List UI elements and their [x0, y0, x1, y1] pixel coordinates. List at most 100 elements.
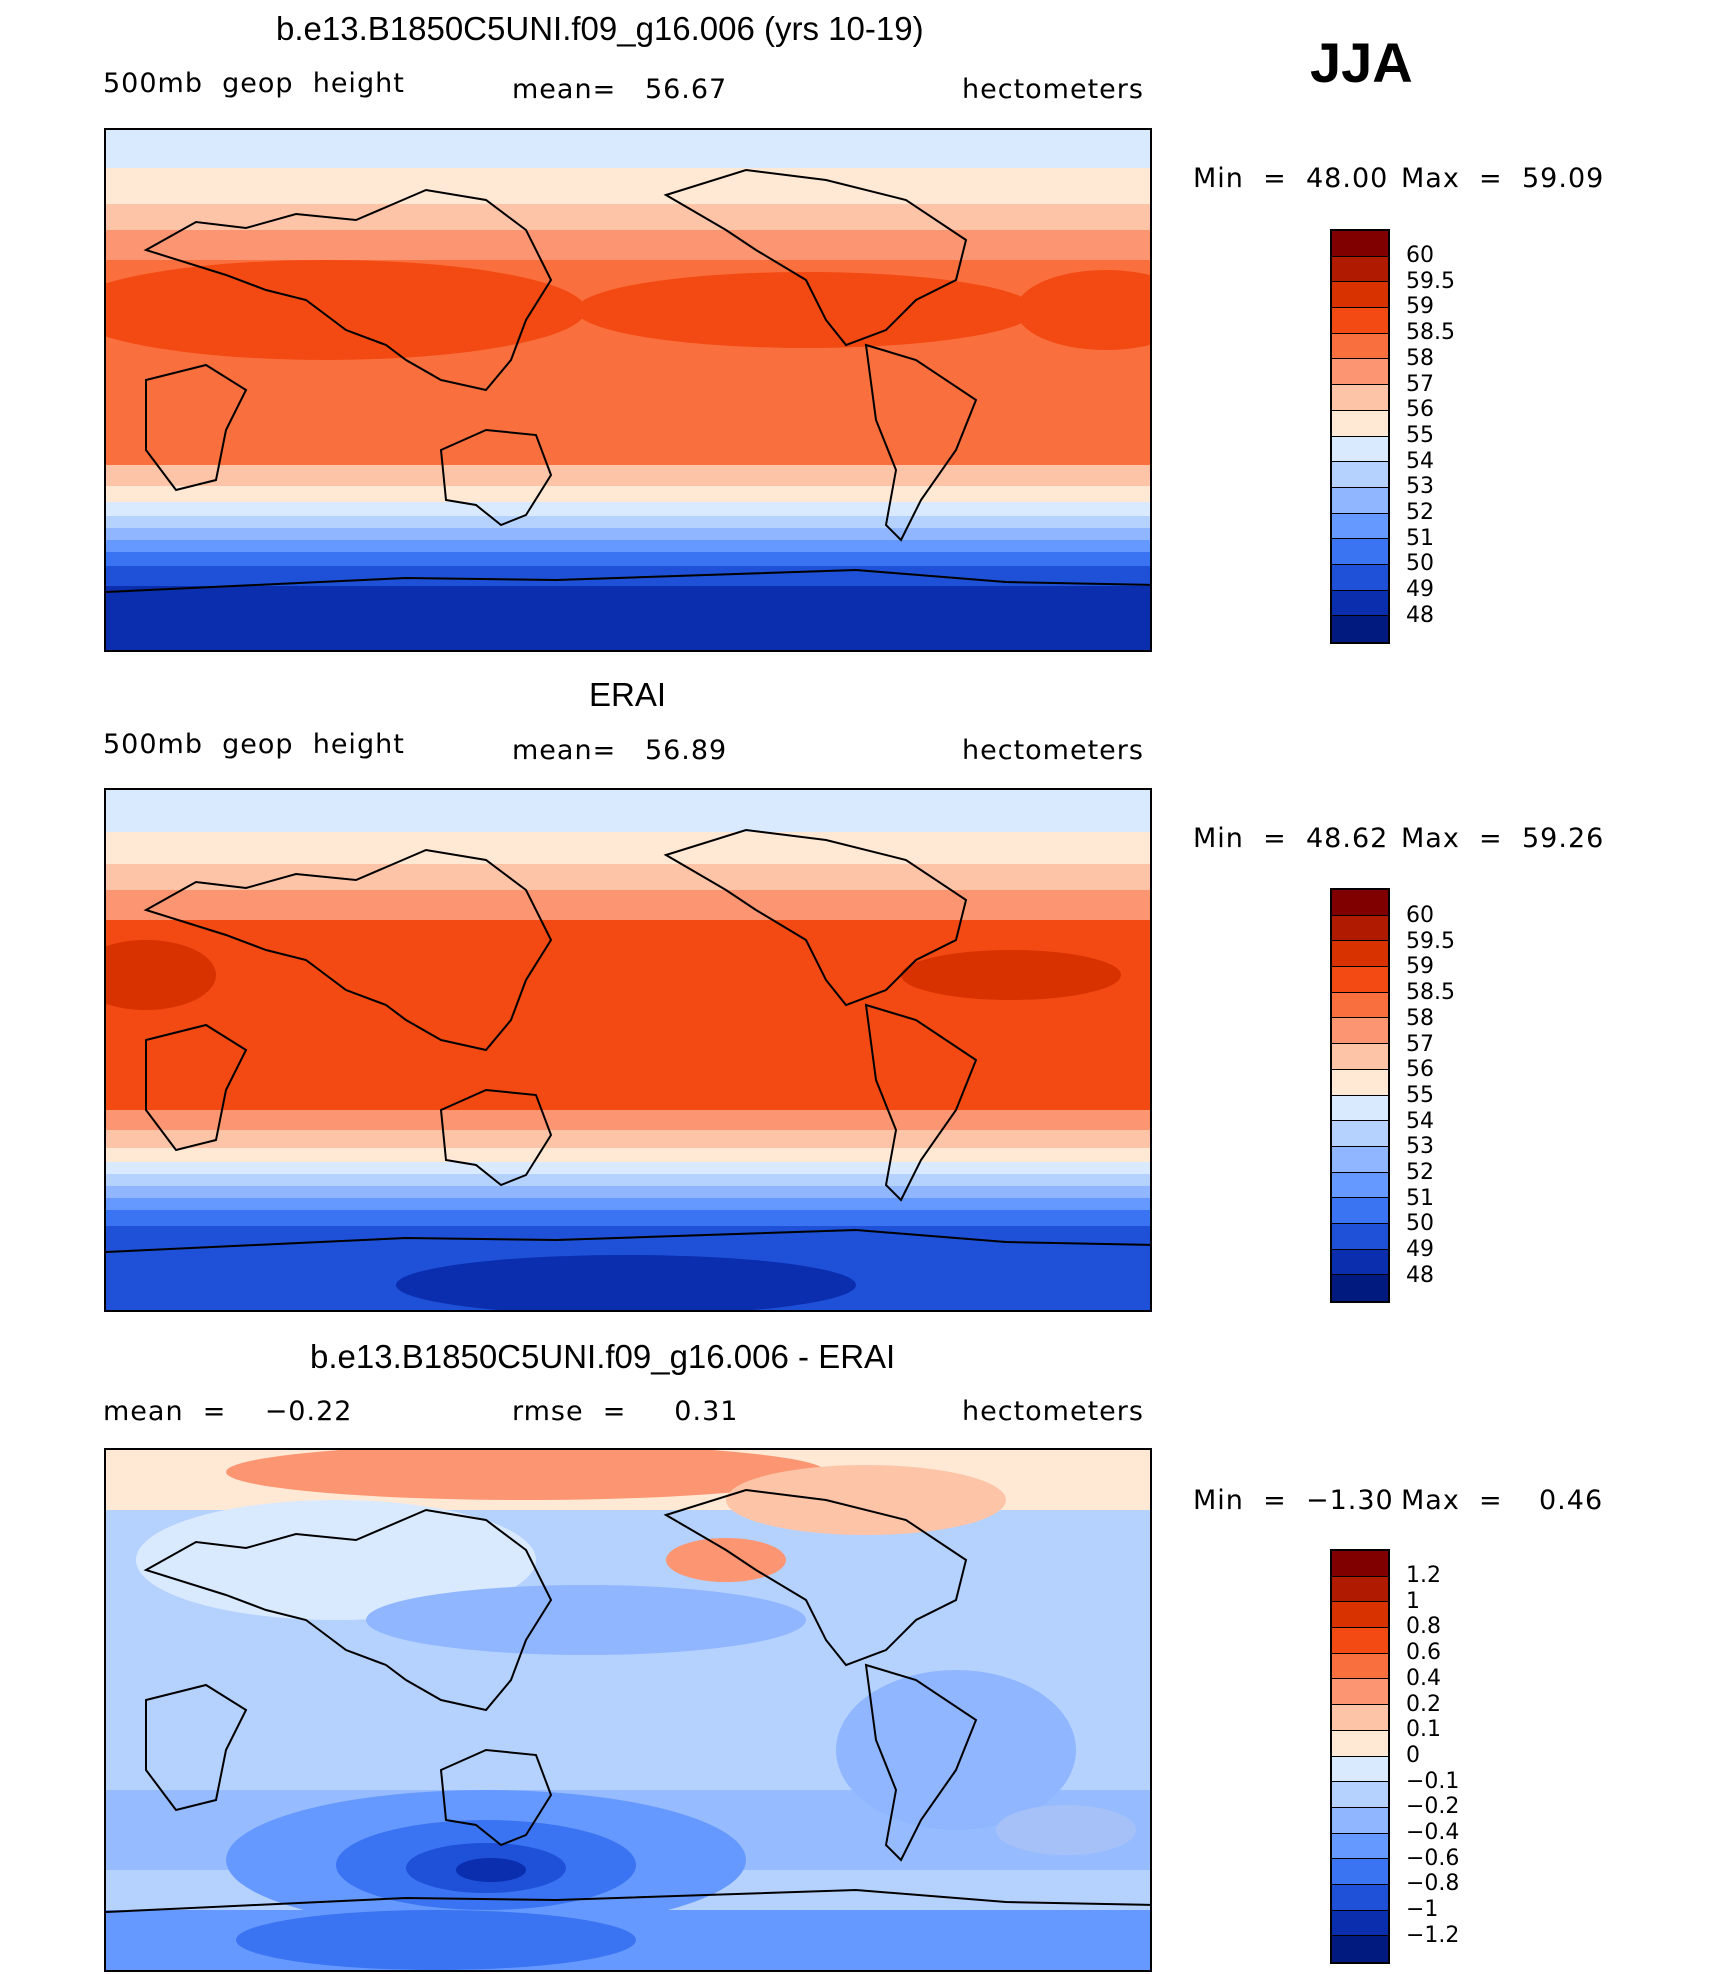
panel3-map	[104, 1448, 1152, 1972]
colorbar-tick-label: 55	[1406, 1082, 1434, 1108]
panel1-coast-antarctica	[106, 568, 1150, 593]
colorbar-tick-label: 53	[1406, 474, 1434, 500]
colorbar-tick-label: −0.4	[1406, 1820, 1460, 1845]
colorbar-tick-label: −0.1	[1406, 1768, 1460, 1794]
colorbar-tick-label: 52	[1406, 1160, 1434, 1185]
colorbar-tick-label: 51	[1406, 525, 1434, 551]
panel2-min-value: 48.62	[1306, 823, 1389, 854]
colorbar-tick-label: −0.8	[1406, 1871, 1460, 1897]
colorbar-swatch	[1332, 915, 1388, 942]
colorbar-tick-label: 58.5	[1406, 980, 1455, 1006]
colorbar-tick-label: −0.2	[1406, 1794, 1460, 1820]
panel2-band-s1	[106, 1130, 1150, 1152]
panel1-coast-africa	[145, 363, 248, 492]
colorbar-swatch	[1332, 992, 1388, 1019]
panel1-map	[104, 128, 1152, 652]
panel2-high-africa	[106, 940, 216, 1010]
colorbar-swatch	[1332, 1679, 1388, 1706]
colorbar-tick-label: 57	[1406, 371, 1434, 397]
colorbar-swatch	[1332, 1551, 1388, 1577]
colorbar-tick-label: 51	[1406, 1185, 1434, 1211]
colorbar-swatch	[1332, 282, 1388, 309]
panel1-band-s7	[106, 552, 1150, 568]
colorbar-swatch	[1332, 1275, 1388, 1301]
colorbar-swatch	[1332, 1044, 1388, 1070]
colorbar-swatch	[1332, 1095, 1388, 1122]
panel2-coast-eurasia	[143, 848, 553, 1052]
panel1-high-pacific	[576, 272, 1036, 348]
panel1-high-africa	[106, 260, 586, 360]
colorbar-swatch	[1332, 1576, 1388, 1603]
colorbar-tick-label: 55	[1406, 422, 1434, 448]
panel3-min-value: −1.30	[1306, 1485, 1394, 1516]
panel1-units-label: hectometers	[962, 74, 1144, 105]
panel2-coast-africa	[145, 1023, 248, 1152]
colorbar-tick-label: −1.2	[1406, 1922, 1460, 1948]
panel1-coast-eurasia	[143, 188, 553, 392]
colorbar-tick-label: 48	[1406, 1262, 1434, 1288]
panel1-band-s9	[106, 586, 1150, 650]
colorbar-swatch	[1332, 385, 1388, 411]
panel2-units-label: hectometers	[962, 735, 1144, 766]
panel1-map-svg	[106, 130, 1150, 650]
panel3-colorbar	[1330, 1549, 1390, 1965]
panel2-mean-label: mean= 56.89	[512, 735, 728, 766]
colorbar-tick-label: 52	[1406, 500, 1434, 525]
colorbar-tick-label: 49	[1406, 577, 1434, 603]
panel3-pos-pacific	[666, 1538, 786, 1582]
colorbar-tick-label: 59	[1406, 294, 1434, 320]
panel2-band-n3	[106, 890, 1150, 920]
colorbar-swatch	[1332, 1249, 1388, 1276]
panel3-neg-pacific	[366, 1585, 806, 1655]
panel3-max-value: 0.46	[1539, 1485, 1604, 1516]
panel2-band-polar-n	[106, 790, 1150, 835]
colorbar-tick-label: 58	[1406, 345, 1434, 371]
panel3-title: b.e13.B1850C5UNI.f09_g16.006 - ERAI	[310, 1338, 896, 1375]
colorbar-swatch	[1332, 231, 1388, 257]
panel2-coastlines	[106, 828, 1150, 1253]
panel2-colorbar	[1330, 888, 1390, 1304]
colorbar-tick-label: 1	[1406, 1588, 1420, 1614]
panel2-band-s5	[106, 1186, 1150, 1200]
panel2-low-antarctic	[396, 1255, 856, 1310]
colorbar-tick-label: 60	[1406, 903, 1434, 928]
panel2-coast-south-america	[864, 1003, 978, 1202]
colorbar-tick-label: 0.2	[1406, 1691, 1441, 1717]
panel1-coast-south-america	[864, 343, 978, 542]
colorbar-swatch	[1332, 1602, 1388, 1629]
colorbar-tick-label: −1	[1406, 1897, 1439, 1923]
colorbar-swatch	[1332, 967, 1388, 993]
colorbar-tick-label: 49	[1406, 1237, 1434, 1263]
panel1-max-label: Max =	[1401, 163, 1503, 194]
panel3-mean-label: mean = −0.22	[103, 1396, 353, 1427]
colorbar-swatch	[1332, 890, 1388, 916]
panel2-band-s0	[106, 1110, 1150, 1132]
colorbar-tick-label: 48	[1406, 602, 1434, 628]
panel1-band-n2	[106, 204, 1150, 234]
colorbar-swatch	[1332, 308, 1388, 334]
colorbar-swatch	[1332, 1730, 1388, 1757]
colorbar-swatch	[1332, 462, 1388, 488]
colorbar-tick-label: 0.6	[1406, 1640, 1441, 1666]
colorbar-swatch	[1332, 487, 1388, 514]
colorbar-swatch	[1332, 590, 1388, 617]
panel2-min-label: Min =	[1193, 823, 1287, 854]
panel2-band-n1	[106, 832, 1150, 868]
panel1-colorbar	[1330, 229, 1390, 645]
colorbar-tick-label: 58.5	[1406, 320, 1455, 346]
colorbar-tick-label: 59.5	[1406, 268, 1455, 294]
panel2-coast-australia	[439, 1088, 553, 1187]
panel3-units-label: hectometers	[962, 1396, 1144, 1427]
panel3-coastlines	[106, 1488, 1150, 1913]
colorbar-swatch	[1332, 1884, 1388, 1911]
panel2-coast-north-america	[663, 828, 968, 1007]
panel1-band-s2	[106, 486, 1150, 506]
panel1-band-s1	[106, 465, 1150, 489]
colorbar-swatch	[1332, 1653, 1388, 1680]
panel2-band-s3	[106, 1162, 1150, 1176]
panel2-max-value: 59.26	[1522, 823, 1605, 854]
colorbar-swatch	[1332, 1807, 1388, 1834]
colorbar-swatch	[1332, 1198, 1388, 1224]
colorbar-swatch	[1332, 256, 1388, 283]
colorbar-swatch	[1332, 1936, 1388, 1962]
